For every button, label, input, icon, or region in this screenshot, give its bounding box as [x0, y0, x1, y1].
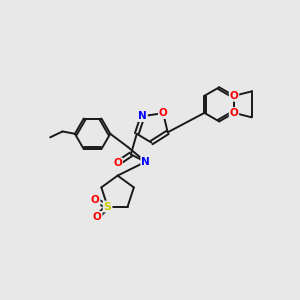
Text: N: N: [141, 157, 150, 167]
Text: O: O: [230, 108, 238, 118]
Text: O: O: [159, 108, 168, 118]
Text: O: O: [113, 158, 122, 168]
Text: S: S: [103, 202, 112, 212]
Text: N: N: [138, 111, 147, 121]
Text: O: O: [230, 91, 238, 101]
Text: O: O: [93, 212, 102, 222]
Text: O: O: [91, 195, 100, 205]
